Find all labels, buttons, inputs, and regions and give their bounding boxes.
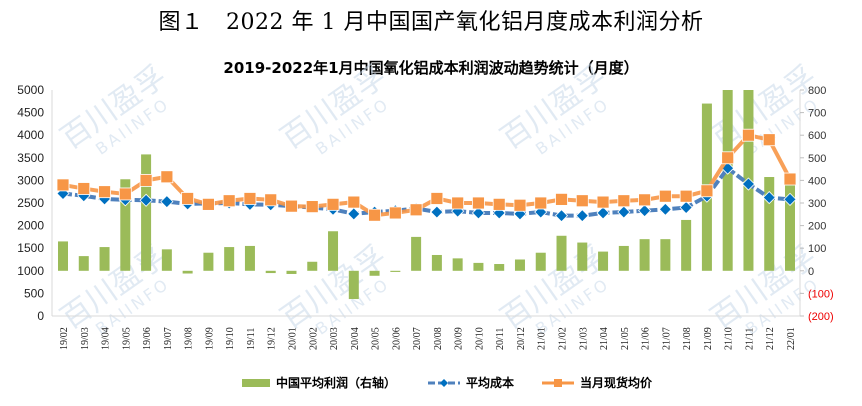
svg-text:21/08: 21/08 <box>682 327 693 350</box>
svg-text:100: 100 <box>808 243 826 255</box>
x-axis-ticks: 19/02 19/03 19/04 19/05 19/06 19/07 19/08 19/09… <box>59 327 797 350</box>
svg-text:20/12: 20/12 <box>516 327 527 350</box>
svg-text:3500: 3500 <box>17 151 44 165</box>
svg-text:21/12: 21/12 <box>765 327 776 350</box>
svg-text:4000: 4000 <box>17 128 44 142</box>
legend-item-profit: 中国平均利润（右轴） <box>242 374 396 391</box>
svg-text:19/08: 19/08 <box>184 327 195 350</box>
svg-text:20/06: 20/06 <box>391 327 402 350</box>
svg-text:21/09: 21/09 <box>703 327 714 350</box>
svg-text:300: 300 <box>808 198 826 210</box>
svg-text:19/03: 19/03 <box>80 327 91 350</box>
svg-text:21/03: 21/03 <box>578 327 589 350</box>
svg-text:21/02: 21/02 <box>558 327 569 350</box>
svg-text:(200): (200) <box>808 311 834 323</box>
svg-text:22/01: 22/01 <box>786 327 797 350</box>
svg-text:20/08: 20/08 <box>433 327 444 350</box>
legend-diamond-line-icon <box>428 378 460 387</box>
svg-text:19/07: 19/07 <box>163 327 174 350</box>
svg-text:20/03: 20/03 <box>329 327 340 350</box>
legend-item-cost: 平均成本 <box>428 374 514 391</box>
svg-text:21/11: 21/11 <box>744 328 755 350</box>
svg-text:500: 500 <box>24 286 44 300</box>
chart-title: 2019-2022年1月中国氧化铝成本利润波动趋势统计（月度） <box>223 59 639 77</box>
svg-text:20/04: 20/04 <box>350 327 361 350</box>
svg-text:20/10: 20/10 <box>474 327 485 350</box>
price-line <box>56 128 797 222</box>
svg-text:0: 0 <box>37 309 44 323</box>
svg-text:21/10: 21/10 <box>724 327 735 350</box>
svg-text:19/12: 19/12 <box>267 327 278 350</box>
svg-text:1000: 1000 <box>17 264 44 278</box>
svg-text:19/04: 19/04 <box>101 327 112 350</box>
legend-label-price: 当月现货均价 <box>580 376 653 390</box>
legend-label-cost: 平均成本 <box>466 376 515 390</box>
legend-label-profit: 中国平均利润（右轴） <box>276 376 397 390</box>
svg-text:20/02: 20/02 <box>308 327 319 350</box>
svg-text:20/07: 20/07 <box>412 327 423 350</box>
svg-text:19/02: 19/02 <box>59 327 70 350</box>
svg-text:19/11: 19/11 <box>246 328 257 350</box>
svg-text:20/11: 20/11 <box>495 328 506 350</box>
svg-text:19/09: 19/09 <box>204 327 215 350</box>
svg-text:21/07: 21/07 <box>661 327 672 350</box>
svg-text:3000: 3000 <box>17 173 44 187</box>
svg-text:5000: 5000 <box>17 83 44 97</box>
svg-text:20/01: 20/01 <box>287 327 298 350</box>
svg-text:19/10: 19/10 <box>225 327 236 350</box>
svg-text:2000: 2000 <box>17 219 44 233</box>
axes: 5000450040003500300025002000150010005000… <box>17 83 833 323</box>
svg-text:800: 800 <box>808 85 826 97</box>
svg-text:4500: 4500 <box>17 106 44 120</box>
svg-text:19/06: 19/06 <box>142 327 153 350</box>
svg-text:21/04: 21/04 <box>599 327 610 350</box>
legend-item-price: 当月现货均价 <box>542 374 652 391</box>
svg-text:200: 200 <box>808 221 826 233</box>
svg-text:700: 700 <box>808 108 826 120</box>
svg-text:19/05: 19/05 <box>121 327 132 350</box>
legend-swatch-bar-icon <box>242 378 270 387</box>
figure-title: 图１ 2022 年 1 月中国国产氧化铝月度成本利润分析 <box>158 10 704 35</box>
svg-text:400: 400 <box>808 175 826 187</box>
svg-text:21/06: 21/06 <box>641 327 652 350</box>
svg-text:1500: 1500 <box>17 241 44 255</box>
svg-text:500: 500 <box>808 153 826 165</box>
svg-text:(100): (100) <box>808 288 834 300</box>
svg-text:20/09: 20/09 <box>454 327 465 350</box>
svg-text:2500: 2500 <box>17 196 44 210</box>
svg-text:21/05: 21/05 <box>620 327 631 350</box>
svg-text:20/05: 20/05 <box>371 327 382 350</box>
svg-text:0: 0 <box>808 266 814 278</box>
svg-text:600: 600 <box>808 130 826 142</box>
svg-text:21/01: 21/01 <box>537 327 548 350</box>
legend: 中国平均利润（右轴） 平均成本 当月现货均价 <box>0 374 862 394</box>
legend-square-line-icon <box>542 378 574 387</box>
